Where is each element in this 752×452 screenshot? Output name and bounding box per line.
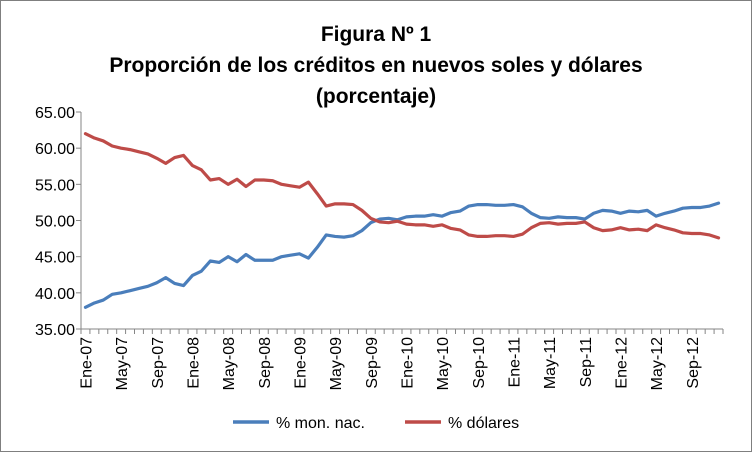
legend-label-mon-nac: % mon. nac. — [276, 415, 365, 432]
x-tick-label: Sep-08 — [257, 337, 274, 389]
y-axis: 35.00 40.00 45.00 50.00 55.00 60.00 65.00 — [35, 105, 82, 339]
x-tick-label: Ene-10 — [399, 337, 416, 389]
y-tick-label: 65.00 — [35, 105, 75, 122]
x-tick-label: Sep-12 — [685, 337, 702, 389]
x-tick-label: May-10 — [435, 337, 452, 390]
x-tick-label: Ene-09 — [292, 337, 309, 389]
x-tick-label: Ene-12 — [613, 337, 630, 389]
x-tick-label: Sep-07 — [150, 337, 167, 389]
y-tick-label: 60.00 — [35, 141, 75, 158]
x-tick-label: May-07 — [114, 337, 131, 390]
series-line-dolares — [83, 132, 721, 240]
chart-title: Figura Nº 1 Proporción de los créditos e… — [109, 23, 642, 108]
y-tick-label: 50.00 — [35, 214, 75, 231]
chart-title-line-1: Figura Nº 1 — [321, 23, 432, 46]
x-tick-label: May-12 — [649, 337, 666, 390]
x-tick-label: May-09 — [328, 337, 345, 390]
x-tick-label: Sep-10 — [471, 337, 488, 389]
legend-label-dolares: % dólares — [448, 415, 519, 432]
chart-title-line-3: (porcentaje) — [316, 85, 436, 108]
y-tick-label: 40.00 — [35, 286, 75, 303]
y-tick-label: 35.00 — [35, 322, 75, 339]
x-axis: Ene-07 May-07 Sep-07 Ene-08 May-08 Sep-08 Ene-… — [78, 328, 724, 390]
x-tick-label: Sep-11 — [578, 337, 595, 388]
y-tick-label: 45.00 — [35, 250, 75, 267]
legend: % mon. nac. % dólares — [233, 415, 519, 432]
y-tick-label: 55.00 — [35, 177, 75, 194]
x-tick-label: Sep-09 — [364, 337, 381, 389]
series-layer — [83, 132, 721, 309]
x-tick-label: May-08 — [221, 337, 238, 390]
chart-title-line-2: Proporción de los créditos en nuevos sol… — [109, 54, 642, 77]
x-tick-label: Ene-08 — [185, 337, 202, 389]
x-tick-label: Ene-07 — [78, 337, 95, 389]
x-tick-label: May-11 — [542, 337, 559, 389]
series-line-mon-nac — [83, 201, 721, 309]
x-tick-label: Ene-11 — [506, 337, 523, 388]
